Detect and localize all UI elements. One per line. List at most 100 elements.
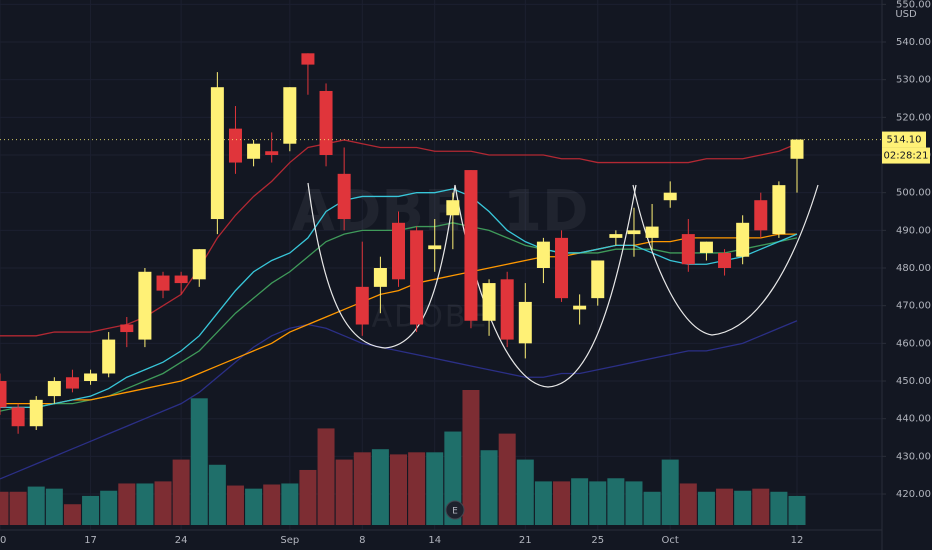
last-price-label: 514.10	[887, 135, 922, 146]
volume-bar	[9, 491, 27, 525]
volume-bar	[100, 490, 118, 525]
volume-bar	[770, 491, 788, 525]
candle-body	[392, 222, 405, 280]
candle-body	[11, 407, 25, 427]
volume-bar	[208, 464, 226, 525]
earnings-badge[interactable]	[445, 500, 465, 520]
volume-bar	[607, 478, 625, 525]
y-tick-label: 490.00	[896, 225, 931, 236]
candle-body	[609, 234, 623, 238]
candle-body	[29, 399, 43, 427]
volume-bar	[27, 486, 45, 525]
y-tick-label: 450.00	[896, 376, 931, 387]
volume-bar	[408, 452, 426, 525]
earnings-event[interactable]: E	[445, 500, 465, 520]
candle-body	[247, 143, 261, 159]
volume-bar	[82, 495, 100, 525]
x-tick-label: Oct	[662, 535, 679, 546]
candle-body	[790, 139, 804, 159]
candle-body	[591, 260, 605, 299]
candle-body	[337, 173, 351, 220]
volume-bar	[589, 481, 607, 525]
moving-average-line	[0, 188, 798, 409]
volume-bar	[716, 488, 734, 525]
candle-body	[228, 128, 242, 163]
volume-bar	[534, 481, 552, 525]
volume-bar	[245, 488, 263, 525]
earnings-label[interactable]: E	[452, 507, 458, 517]
x-tick-label: 8	[359, 535, 365, 546]
moving-average-line	[0, 139, 798, 337]
candle-body	[120, 324, 134, 333]
x-tick-label: 24	[175, 535, 188, 546]
y-tick-label: 460.00	[896, 338, 931, 349]
candle-body	[47, 381, 61, 397]
volume-bar	[462, 390, 480, 525]
candle-body	[84, 373, 98, 382]
x-tick-label: 17	[84, 535, 97, 546]
volume-bar	[353, 452, 371, 525]
x-tick-label: 21	[519, 535, 532, 546]
volume-bar	[480, 450, 498, 525]
candle-body	[699, 241, 713, 253]
volume-bar	[679, 483, 697, 525]
cup-drawing	[307, 182, 456, 349]
candle-body	[373, 268, 387, 287]
candle-body	[681, 234, 695, 265]
y-tick-label: 500.00	[896, 188, 931, 199]
volume-bar	[63, 504, 81, 525]
candle-body	[174, 275, 188, 284]
x-tick-label: 14	[428, 535, 441, 546]
candle-body	[301, 53, 315, 65]
volume-bar	[571, 478, 589, 525]
candle-body	[536, 241, 550, 269]
volume-bar	[516, 459, 534, 525]
candle-body	[627, 230, 641, 235]
last-price-box	[882, 131, 926, 148]
volume-bar	[118, 483, 136, 525]
candle-body	[355, 286, 369, 325]
candle-body	[772, 185, 786, 235]
candle-body	[754, 200, 768, 231]
x-tick-label: 10	[0, 535, 6, 546]
cup-drawing	[454, 184, 637, 388]
volume-bar	[752, 488, 770, 525]
volume-bar	[788, 495, 806, 525]
candle-body	[102, 339, 116, 374]
candle-body	[663, 192, 677, 201]
volume-bar	[390, 454, 407, 525]
volume-bar	[136, 483, 154, 525]
y-tick-label: 440.00	[896, 414, 931, 425]
volume-bar	[498, 433, 516, 525]
indicator-layer	[0, 139, 798, 480]
candle-body	[464, 170, 478, 321]
candle-body	[65, 377, 79, 389]
y-tick-label: 520.00	[896, 112, 931, 123]
candle-body	[156, 275, 170, 291]
candle-body	[319, 90, 333, 156]
candle-layer	[0, 53, 882, 434]
countdown-label: 02:28:21	[884, 151, 929, 162]
volume-bar	[154, 481, 172, 525]
volume-bar	[0, 491, 9, 525]
candle-body	[192, 249, 206, 280]
volume-bar	[226, 485, 244, 525]
candle-body	[573, 305, 587, 310]
volume-layer	[0, 390, 806, 525]
moving-average-line	[0, 320, 798, 480]
candle-body	[736, 222, 750, 257]
x-tick-label: Sep	[280, 535, 299, 546]
cup-drawings	[307, 182, 819, 388]
volume-bar	[299, 469, 317, 525]
y-tick-label: 480.00	[896, 263, 931, 274]
candle-body	[210, 87, 224, 220]
volume-bar	[625, 481, 643, 525]
volume-bar	[661, 459, 679, 525]
volume-bar	[643, 491, 661, 525]
y-tick-label: 470.00	[896, 301, 931, 312]
volume-bar	[734, 490, 752, 525]
candle-body	[283, 87, 297, 144]
candle-body	[518, 301, 532, 344]
candle-body	[718, 252, 732, 269]
